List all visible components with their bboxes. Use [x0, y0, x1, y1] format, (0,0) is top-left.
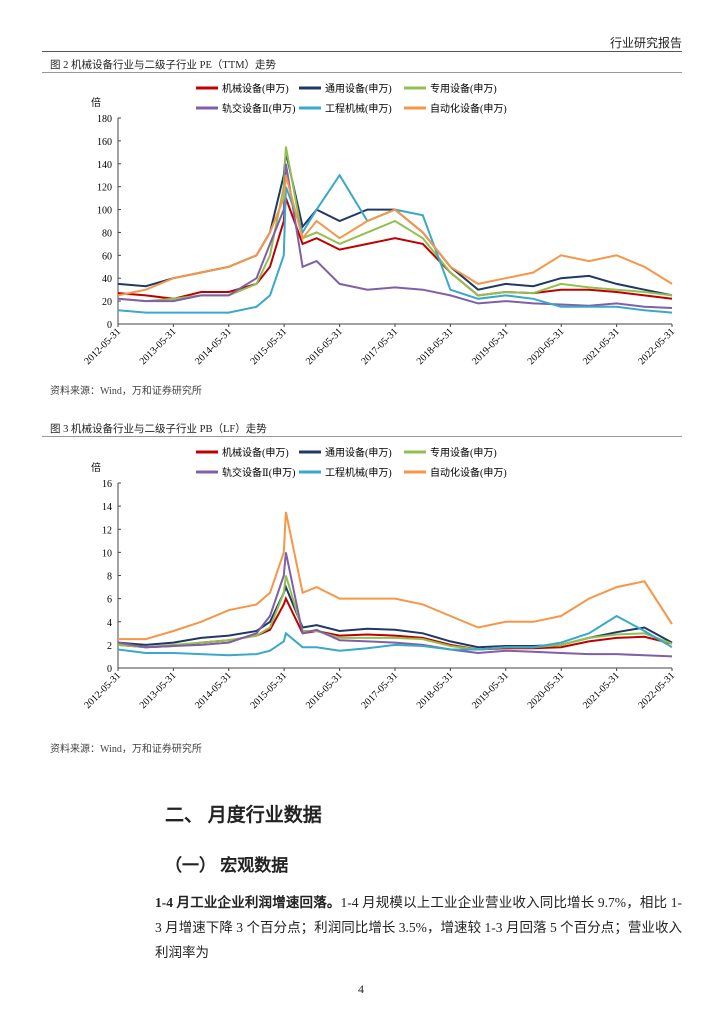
series-line	[117, 152, 673, 297]
paragraph-text: 1-4 月规模以上工业企业营业收入同比增长 9.7%，相比 1-3 月增速下降 …	[155, 895, 682, 960]
x-tick-label: 2013-05-31	[138, 670, 179, 711]
figure-source: 资料来源：Wind，万和证券研究所	[50, 744, 202, 755]
series-line	[117, 552, 673, 658]
series-line	[117, 197, 673, 300]
y-tick-label: 8	[107, 572, 112, 583]
series-line	[117, 614, 673, 657]
series-line	[117, 173, 673, 314]
x-tick-label: 2022-05-31	[636, 670, 677, 711]
y-tick-label: 120	[97, 183, 112, 194]
x-tick-label: 2016-05-31	[304, 670, 345, 711]
y-tick-label: 14	[102, 502, 112, 513]
x-tick-label: 2017-05-31	[359, 326, 400, 367]
x-tick-label: 2020-05-31	[526, 670, 567, 711]
x-tick-label: 2012-05-31	[82, 670, 123, 711]
x-tick-label: 2013-05-31	[138, 326, 179, 367]
x-tick-label: 2016-05-31	[304, 326, 345, 367]
series-line	[117, 575, 673, 651]
x-tick-label: 2012-05-31	[82, 326, 123, 367]
y-tick-label: 2	[107, 641, 112, 652]
x-tick-label: 2015-05-31	[248, 670, 289, 711]
caption-rule	[42, 72, 682, 73]
series-line	[117, 174, 673, 297]
legend-label: 通用设备(申万)	[325, 446, 392, 459]
x-tick-label: 2020-05-31	[526, 326, 567, 367]
y-axis-label: 倍	[91, 96, 101, 109]
y-axis-label: 倍	[91, 461, 101, 474]
legend-label: 自动化设备(申万)	[430, 466, 507, 479]
x-tick-label: 2017-05-31	[359, 670, 400, 711]
x-tick-label: 2018-05-31	[415, 670, 456, 711]
legend-label: 专用设备(申万)	[430, 82, 497, 95]
x-tick-label: 2014-05-31	[193, 326, 234, 367]
series-line	[117, 146, 673, 303]
section-subtitle: （一） 宏观数据	[165, 856, 289, 875]
y-tick-label: 160	[97, 137, 112, 148]
y-tick-label: 0	[107, 320, 112, 331]
header-rule	[42, 51, 682, 52]
legend-label: 通用设备(申万)	[325, 82, 392, 95]
figure-caption: 图 3 机械设备行业与二级子行业 PB（LF）走势	[50, 424, 267, 435]
legend-label: 工程机械(申万)	[325, 102, 392, 115]
x-tick-label: 2019-05-31	[470, 670, 511, 711]
y-tick-label: 20	[102, 297, 112, 308]
legend-label: 机械设备(申万)	[222, 82, 289, 95]
y-tick-label: 10	[102, 548, 112, 559]
series-line	[117, 163, 673, 309]
y-tick-label: 60	[102, 251, 112, 262]
legend-label: 轨交设备Ⅱ(申万)	[222, 102, 295, 115]
x-tick-label: 2021-05-31	[581, 670, 622, 711]
header-title: 行业研究报告	[609, 36, 682, 50]
x-tick-label: 2021-05-31	[581, 326, 622, 367]
legend-label: 轨交设备Ⅱ(申万)	[222, 466, 295, 479]
section-title: 二、 月度行业数据	[165, 805, 322, 826]
y-tick-label: 4	[107, 618, 112, 629]
x-tick-label: 2018-05-31	[415, 326, 456, 367]
x-tick-label: 2015-05-31	[248, 326, 289, 367]
paragraph: 1-4 月工业企业利润增速回落。1-4 月规模以上工业企业营业收入同比增长 9.…	[155, 890, 682, 965]
legend-label: 专用设备(申万)	[430, 446, 497, 459]
y-tick-label: 140	[97, 160, 112, 171]
y-tick-label: 6	[107, 595, 112, 606]
y-tick-label: 16	[102, 479, 112, 490]
legend-label: 工程机械(申万)	[325, 466, 392, 479]
y-tick-label: 0	[107, 664, 112, 675]
y-tick-label: 180	[97, 114, 112, 125]
caption-rule	[42, 436, 682, 437]
legend-label: 机械设备(申万)	[222, 446, 289, 459]
y-tick-label: 100	[97, 206, 112, 217]
y-tick-label: 40	[102, 274, 112, 285]
x-tick-label: 2022-05-31	[636, 326, 677, 367]
x-tick-label: 2019-05-31	[470, 326, 511, 367]
series-line	[118, 511, 673, 641]
legend-label: 自动化设备(申万)	[430, 102, 507, 115]
figure-caption: 图 2 机械设备行业与二级子行业 PE（TTM）走势	[50, 60, 277, 71]
paragraph-lead: 1-4 月工业企业利润增速回落。	[155, 895, 341, 910]
y-tick-label: 80	[102, 228, 112, 239]
x-tick-label: 2014-05-31	[193, 670, 234, 711]
page-number: 4	[358, 982, 364, 996]
y-tick-label: 12	[102, 525, 112, 536]
figure-source: 资料来源：Wind，万和证券研究所	[50, 386, 202, 397]
